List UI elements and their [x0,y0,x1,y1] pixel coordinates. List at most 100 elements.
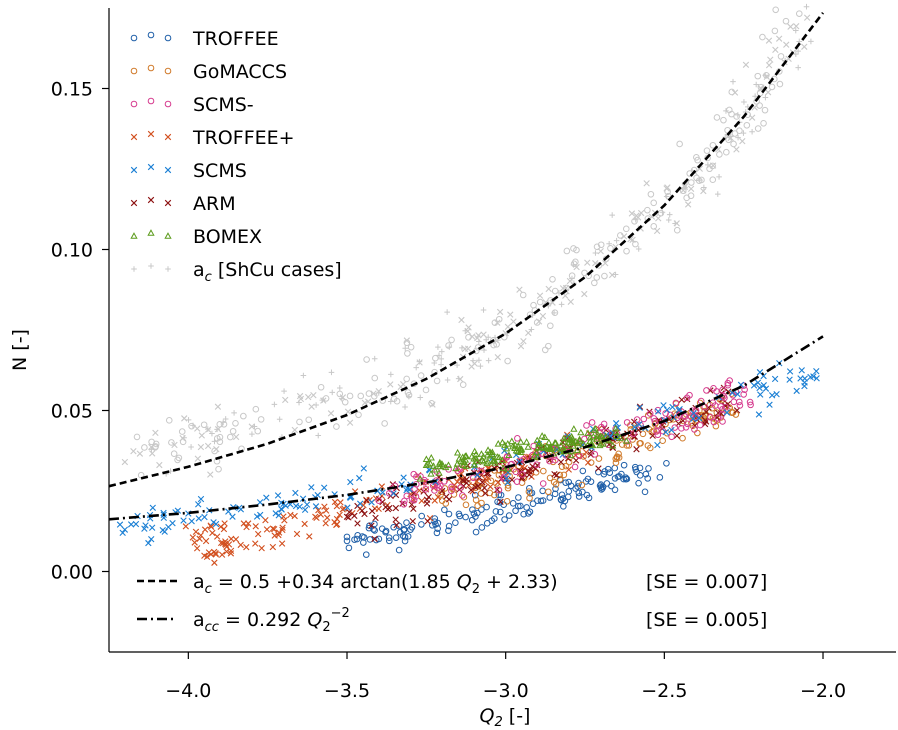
data-point [724,400,731,408]
data-point [634,214,642,221]
data-point [462,452,470,459]
data-point [637,209,645,217]
data-point [641,488,649,496]
data-point [740,391,747,398]
data-point [636,404,643,411]
data-point [344,408,352,415]
data-point [195,501,202,508]
data-point [503,497,511,505]
data-point [296,418,303,426]
data-point [593,243,601,251]
data-point [551,439,559,446]
data-point [579,488,586,496]
data-point [756,102,763,109]
data-point [628,210,636,217]
data-point [813,375,820,382]
data-point [530,301,537,309]
x-tick-label: −3.0 [483,680,529,702]
data-point [495,453,503,461]
data-point [584,259,591,266]
data-point [488,450,496,458]
data-point [622,437,631,444]
data-point [422,486,430,493]
data-point [179,435,186,442]
data-point [198,432,206,439]
data-point [776,68,783,75]
data-point [387,381,394,388]
data-point [489,457,497,464]
data-point [192,528,200,536]
data-point [356,474,363,482]
data-point [390,490,397,497]
data-point [720,116,727,124]
data-point [331,519,338,526]
data-point [300,372,307,379]
data-point [217,539,225,547]
data-point [438,361,444,368]
data-point [608,271,616,279]
data-point [371,374,379,382]
data-point [474,509,481,517]
data-point [315,432,322,439]
data-point [291,426,298,434]
data-point [442,463,450,471]
data-point [620,233,628,240]
data-point [165,417,173,424]
data-point [754,125,762,132]
data-point [343,513,351,520]
data-point [753,81,760,88]
data-point [797,375,804,382]
data-point [706,414,714,421]
data-point [240,520,247,527]
data-point [580,453,587,460]
data-point [735,398,743,406]
data-point [516,286,523,293]
data-point [422,386,430,394]
data-point [418,521,425,528]
data-point [801,43,808,50]
data-point [336,390,344,398]
data-point [299,495,307,502]
data-point [160,509,167,517]
data-point [371,392,378,400]
data-point [504,465,512,472]
data-point [331,498,339,506]
data-point [731,130,739,137]
data-point [760,119,767,127]
data-point [612,271,619,278]
data-point [121,458,129,466]
data-point [587,459,595,466]
data-point [795,48,801,54]
data-point [512,507,519,515]
data-point [635,421,643,428]
legend-marker-gomaccs [130,64,172,75]
equation-acc-se: [SE = 0.005] [646,609,767,631]
data-point [517,502,524,510]
data-point [695,177,703,184]
data-point [243,523,250,531]
data-point [278,505,285,513]
data-point [622,225,630,233]
data-point [469,506,476,513]
data-point [646,444,654,452]
data-point [278,540,286,547]
data-point [381,420,388,427]
legend-label-scms-minus: SCMS- [193,94,254,116]
data-point [400,500,408,508]
data-point [410,505,417,512]
data-point [589,432,598,440]
data-point [636,472,644,479]
legend-marker-glyph [148,263,154,269]
data-point [526,484,533,492]
data-point [597,439,605,447]
y-tick-label: 0.00 [51,562,93,584]
data-point [212,520,220,528]
data-point [546,474,554,482]
data-point [436,458,444,466]
data-point [750,382,758,389]
data-point [209,529,216,537]
data-point [384,505,392,513]
data-point [438,356,445,362]
data-point [703,387,710,394]
data-point [375,497,383,504]
